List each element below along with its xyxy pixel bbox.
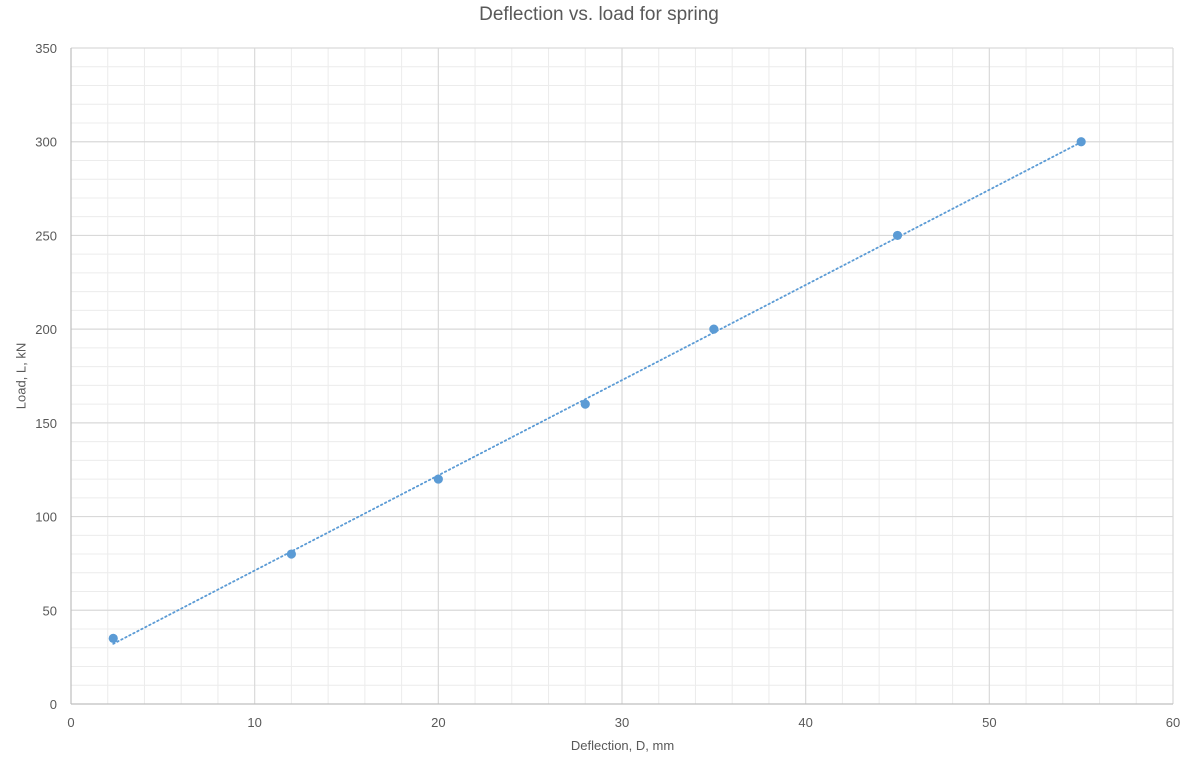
data-point: [108, 633, 118, 644]
data-point: [892, 230, 903, 241]
y-axis-title: Load, L, kN: [13, 342, 29, 410]
data-point: [433, 474, 443, 484]
x-tick-label: 60: [1166, 715, 1180, 730]
major-gridlines: [71, 47, 1174, 704]
y-tick-label: 200: [35, 322, 57, 337]
data-point: [709, 324, 719, 334]
y-tick-label: 350: [35, 41, 57, 56]
data-point: [286, 549, 296, 559]
x-tick-label: 30: [615, 715, 629, 730]
y-tick-label: 250: [35, 228, 57, 243]
chart-title: Deflection vs. load for spring: [479, 4, 719, 25]
x-tick-label: 0: [67, 715, 74, 730]
data-point: [1076, 137, 1086, 147]
trendline: [112, 141, 1083, 645]
y-tick-label: 300: [35, 135, 57, 150]
y-tick-labels: 0 50 100 150 200 250 300 350: [35, 41, 57, 712]
x-tick-label: 40: [798, 715, 812, 730]
data-points: [108, 137, 1086, 644]
trendline-linear: [112, 141, 1083, 645]
x-tick-labels: 0 10 20 30 40 50 60: [67, 715, 1180, 730]
y-tick-label: 50: [43, 603, 57, 618]
x-tick-label: 10: [247, 715, 261, 730]
x-tick-label: 20: [431, 715, 445, 730]
y-tick-label: 0: [50, 697, 57, 712]
y-tick-label: 150: [35, 416, 57, 431]
data-point: [580, 399, 590, 409]
y-tick-label: 100: [35, 510, 57, 525]
x-tick-label: 50: [982, 715, 996, 730]
axes: [70, 48, 1173, 705]
x-axis-title: Deflection, D, mm: [570, 738, 675, 753]
